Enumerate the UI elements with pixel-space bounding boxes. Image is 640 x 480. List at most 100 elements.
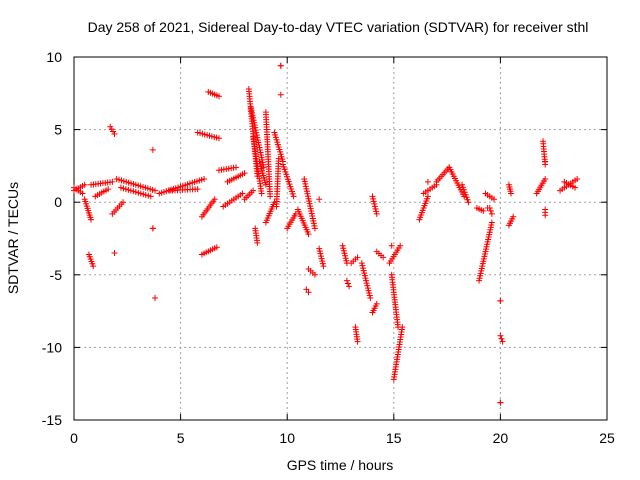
data-point <box>311 271 318 278</box>
data-track <box>81 196 95 223</box>
data-track <box>497 297 504 304</box>
data-track <box>117 184 154 200</box>
data-track <box>198 196 218 220</box>
chart-title: Day 258 of 2021, Sidereal Day-to-day VTE… <box>88 19 589 35</box>
data-track <box>220 190 246 210</box>
data-track <box>420 181 440 197</box>
data-track <box>339 242 350 267</box>
data-point <box>510 213 517 220</box>
data-point <box>491 196 498 203</box>
data-point <box>273 203 280 210</box>
data-point <box>487 207 494 214</box>
data-track <box>92 186 112 200</box>
data-track <box>433 164 453 185</box>
data-track <box>88 178 116 188</box>
data-track <box>156 175 208 197</box>
data-point <box>367 295 374 302</box>
data-point <box>488 210 495 217</box>
data-point <box>380 254 387 261</box>
data-point <box>109 178 116 185</box>
x-axis-label: GPS time / hours <box>287 457 394 473</box>
data-track <box>113 175 159 194</box>
data-point <box>250 187 257 194</box>
data-point <box>311 225 318 232</box>
data-track <box>241 187 257 203</box>
data-track <box>505 213 517 229</box>
y-tick-label: -15 <box>42 412 62 428</box>
data-track <box>250 133 265 197</box>
data-track <box>505 181 515 197</box>
data-track <box>348 254 361 267</box>
data-track <box>273 155 282 210</box>
isolated-points <box>111 91 549 302</box>
data-track <box>301 175 318 232</box>
data-track <box>256 158 269 188</box>
data-point <box>258 190 265 197</box>
data-track <box>215 164 240 174</box>
data-track <box>446 164 468 200</box>
data-track <box>482 190 498 203</box>
data-track <box>388 271 402 331</box>
data-point <box>213 244 220 251</box>
data-track <box>247 104 267 171</box>
data-track <box>542 206 549 219</box>
grid-lines <box>74 57 607 420</box>
data-point <box>277 91 284 98</box>
data-point <box>354 254 361 261</box>
data-point <box>397 242 404 249</box>
data-track <box>386 242 404 267</box>
data-point <box>194 186 201 193</box>
data-point <box>316 196 323 203</box>
data-point <box>508 190 515 197</box>
data-track <box>303 286 312 296</box>
y-axis-label: SDTVAR / TECUs <box>5 182 21 294</box>
data-track <box>416 193 431 223</box>
data-track <box>279 161 297 200</box>
data-point <box>305 231 312 238</box>
y-tick-label: 0 <box>54 194 62 210</box>
data-track <box>369 300 380 316</box>
data-point <box>81 181 88 188</box>
data-point <box>343 277 350 284</box>
data-point <box>572 184 579 191</box>
data-point <box>484 205 491 212</box>
data-point <box>542 175 549 182</box>
data-track <box>205 88 222 100</box>
axis-ticks: 0 5 10 15 20 25 -15 -10 -5 0 5 10 <box>42 49 615 446</box>
data-point <box>215 93 222 100</box>
data-track <box>224 170 248 185</box>
x-tick-label: 5 <box>177 430 185 446</box>
data-point <box>488 219 495 226</box>
data-track <box>390 324 406 383</box>
data-track <box>252 225 261 246</box>
y-tick-label: -5 <box>50 267 63 283</box>
data-point <box>79 190 86 197</box>
data-track <box>476 219 495 284</box>
data-point <box>262 181 269 188</box>
data-point <box>480 207 487 214</box>
data-track <box>262 109 274 200</box>
data-track <box>149 225 156 232</box>
data-track <box>277 62 284 69</box>
data-track <box>459 181 472 206</box>
data-point <box>88 216 95 223</box>
x-tick-label: 25 <box>599 430 615 446</box>
data-point <box>499 338 506 345</box>
data-track <box>533 175 549 197</box>
data-point <box>399 324 406 331</box>
data-track <box>358 260 374 302</box>
data-point <box>111 130 118 137</box>
data-point <box>388 242 395 249</box>
data-point <box>241 170 248 177</box>
data-point <box>290 193 297 200</box>
data-point <box>424 193 431 200</box>
data-track <box>497 332 506 345</box>
data-point <box>305 289 312 296</box>
data-series <box>71 62 581 406</box>
y-tick-label: -10 <box>42 339 62 355</box>
data-track <box>352 324 361 345</box>
data-point <box>215 135 222 142</box>
data-point <box>120 199 127 206</box>
data-track <box>373 248 387 261</box>
